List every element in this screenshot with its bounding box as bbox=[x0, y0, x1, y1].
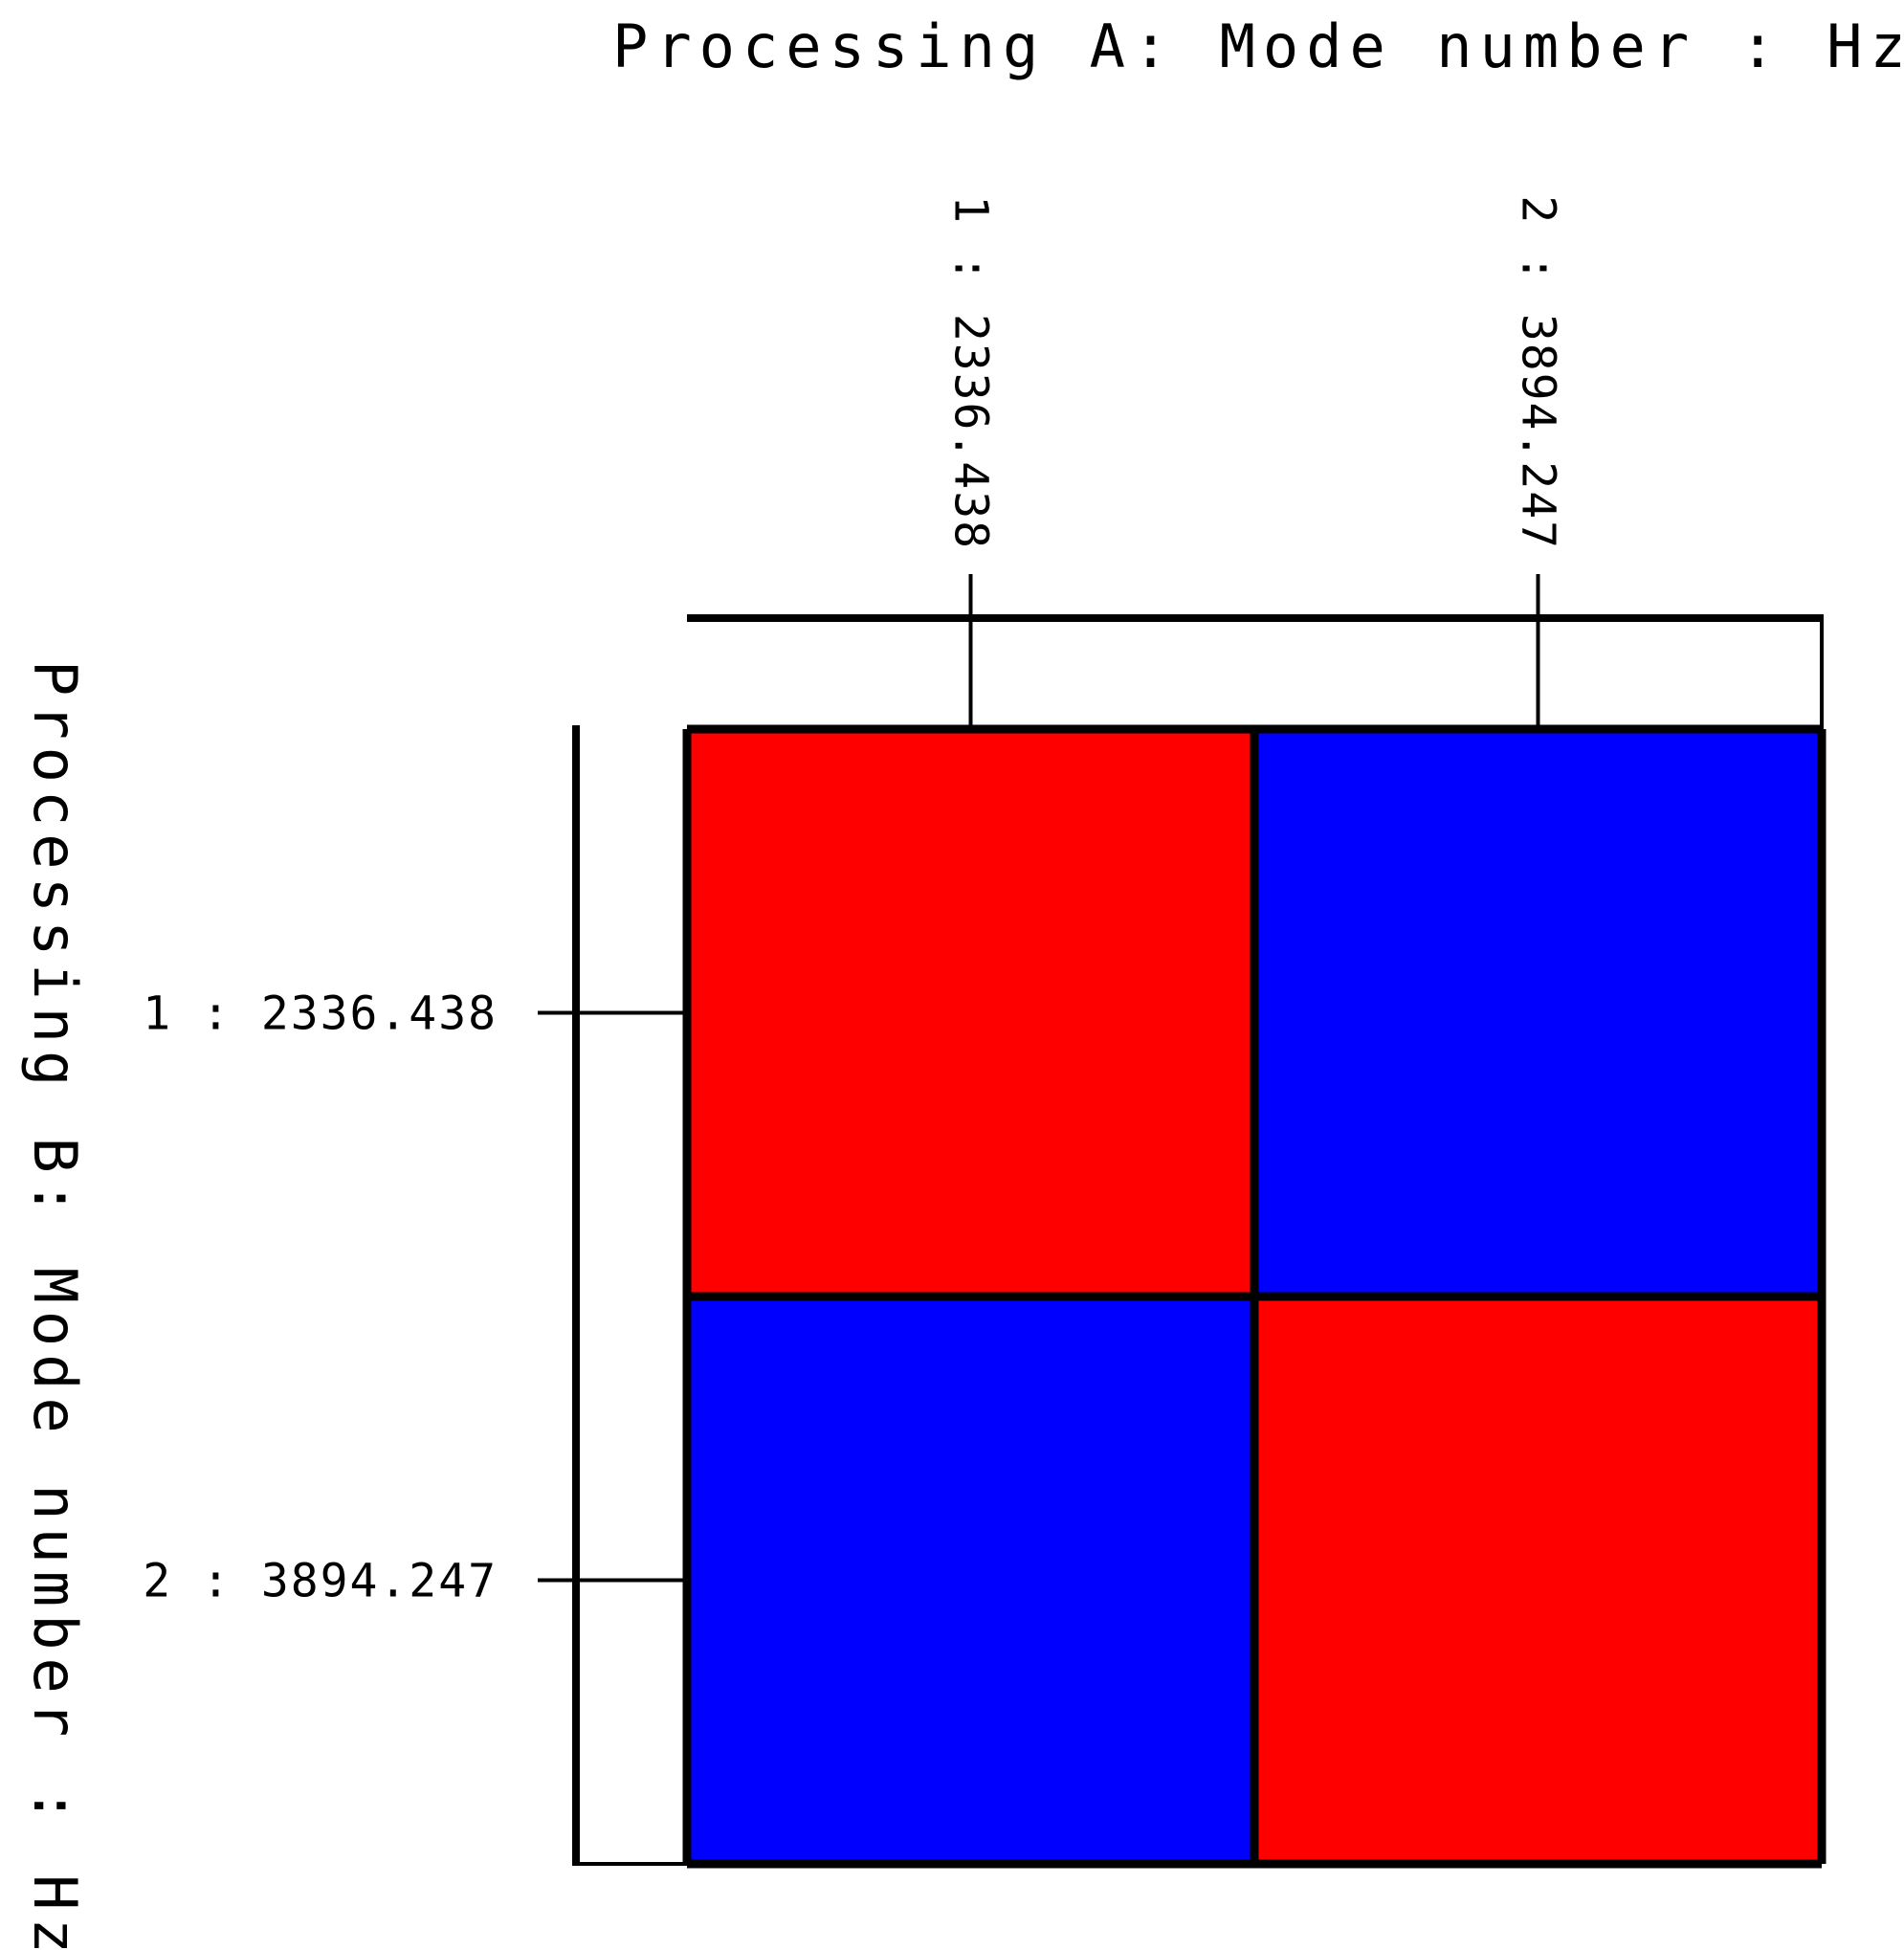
y-axis-title: Processing B: Mode number : Hz bbox=[20, 660, 90, 1950]
y-tick-label: 2 : 3894.247 bbox=[143, 1555, 498, 1608]
heatmap-cell-r2-c1 bbox=[687, 1296, 1254, 1864]
x-tick-label: 1 : 2336.438 bbox=[944, 195, 998, 550]
heatmap-cell-r1-c2 bbox=[1254, 729, 1822, 1296]
x-axis-title: Processing A: Mode number : Hz bbox=[612, 11, 1904, 81]
left-axis bbox=[572, 725, 687, 1866]
heatmap-cell-r2-c2 bbox=[1254, 1296, 1822, 1864]
heatmap-cell-r1-c1 bbox=[687, 729, 1254, 1296]
x-tick-label: 2 : 3894.247 bbox=[1512, 195, 1565, 550]
heatmap-grid bbox=[682, 724, 1827, 1869]
y-tick-label: 1 : 2336.438 bbox=[143, 987, 498, 1041]
heatmap-cells bbox=[687, 729, 1822, 1864]
top-axis bbox=[687, 614, 1824, 729]
y-ticks: 1 : 2336.438 2 : 3894.247 bbox=[143, 987, 687, 1608]
x-ticks: 1 : 2336.438 2 : 3894.247 bbox=[944, 195, 1565, 729]
